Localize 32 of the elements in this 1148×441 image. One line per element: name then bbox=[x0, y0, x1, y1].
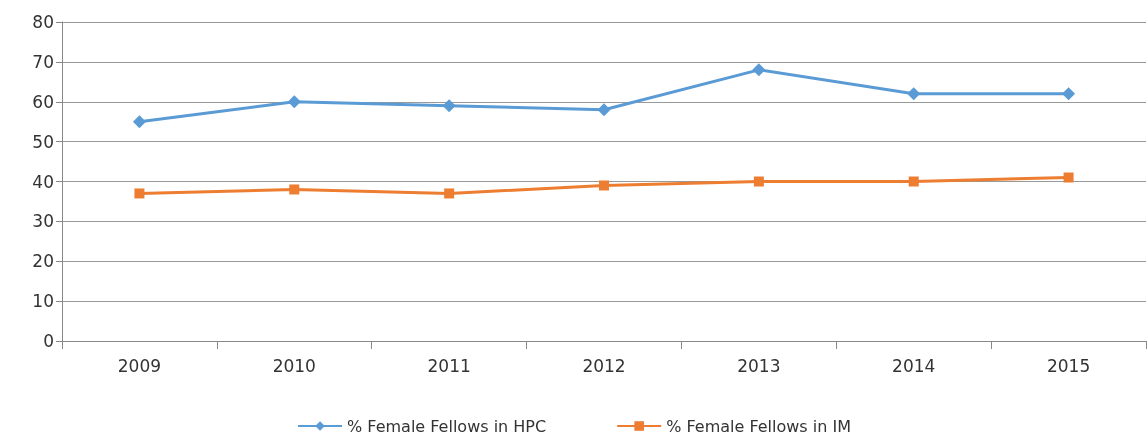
point bbox=[597, 103, 611, 117]
y-tick-label: 40 bbox=[32, 171, 54, 192]
point bbox=[907, 87, 921, 101]
x-tick-label: 2013 bbox=[737, 355, 781, 376]
y-tick-label: 60 bbox=[32, 91, 54, 112]
legend-label: % Female Fellows in IM bbox=[666, 416, 851, 436]
y-tick-label: 10 bbox=[32, 291, 54, 312]
point bbox=[287, 95, 301, 109]
y-tick-label: 0 bbox=[43, 331, 54, 351]
point bbox=[752, 63, 766, 77]
point bbox=[132, 115, 146, 129]
x-tick-label: 2012 bbox=[582, 355, 626, 376]
point bbox=[599, 180, 609, 191]
legend-label: % Female Fellows in HPC bbox=[347, 416, 547, 436]
point bbox=[442, 99, 456, 113]
point bbox=[1063, 172, 1074, 183]
x-tick-label: 2010 bbox=[272, 355, 316, 376]
point bbox=[908, 176, 919, 187]
x-tick-label: 2011 bbox=[427, 355, 471, 376]
point bbox=[444, 188, 455, 199]
point bbox=[753, 176, 764, 187]
point bbox=[1062, 87, 1076, 101]
y-tick-label: 50 bbox=[32, 131, 54, 152]
x-tick-label: 2015 bbox=[1046, 355, 1091, 376]
y-tick-label: 80 bbox=[32, 12, 54, 32]
x-tick-label: 2009 bbox=[117, 355, 162, 376]
point bbox=[134, 188, 145, 199]
y-tick-label: 70 bbox=[32, 51, 54, 72]
point bbox=[289, 184, 300, 195]
y-tick-label: 20 bbox=[32, 251, 54, 272]
y-tick-label: 30 bbox=[32, 211, 54, 232]
x-tick-label: 2014 bbox=[892, 355, 936, 376]
